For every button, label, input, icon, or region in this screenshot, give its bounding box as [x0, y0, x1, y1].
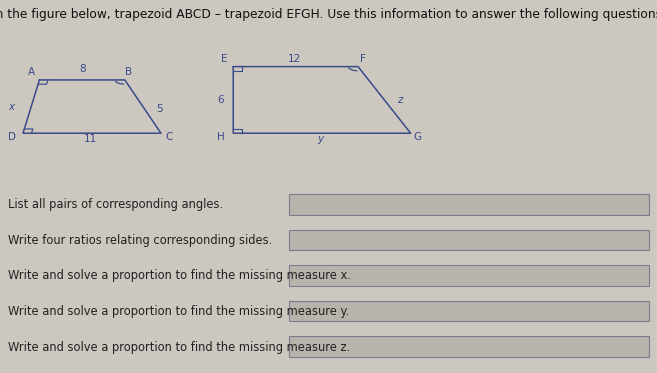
Text: 8: 8: [79, 64, 85, 74]
Text: 5: 5: [156, 104, 163, 114]
Text: Write and solve a proportion to find the missing measure x.: Write and solve a proportion to find the…: [8, 269, 351, 282]
Text: z: z: [397, 95, 402, 105]
Bar: [289, 194, 649, 215]
Text: 12: 12: [288, 54, 301, 64]
Text: C: C: [166, 132, 173, 142]
Bar: [289, 336, 649, 357]
Text: B: B: [125, 67, 131, 76]
Text: 6: 6: [217, 95, 224, 105]
Text: D: D: [8, 132, 16, 142]
Text: A: A: [28, 67, 35, 76]
Text: List all pairs of corresponding angles.: List all pairs of corresponding angles.: [8, 198, 223, 211]
Text: Write four ratios relating corresponding sides.: Write four ratios relating corresponding…: [8, 234, 272, 247]
Text: E: E: [221, 54, 228, 64]
Text: y: y: [317, 134, 323, 144]
Text: H: H: [217, 132, 225, 142]
Bar: [289, 301, 649, 322]
Text: In the figure below, trapezoid ABCD – trapezoid EFGH. Use this information to an: In the figure below, trapezoid ABCD – tr…: [0, 8, 657, 21]
Bar: [289, 265, 649, 286]
Text: Write and solve a proportion to find the missing measure y.: Write and solve a proportion to find the…: [8, 305, 349, 318]
Text: x: x: [9, 102, 15, 112]
Bar: [289, 230, 649, 250]
Text: Write and solve a proportion to find the missing measure z.: Write and solve a proportion to find the…: [8, 341, 350, 354]
Text: G: G: [414, 132, 422, 142]
Text: 11: 11: [84, 134, 97, 144]
Text: F: F: [360, 54, 365, 64]
